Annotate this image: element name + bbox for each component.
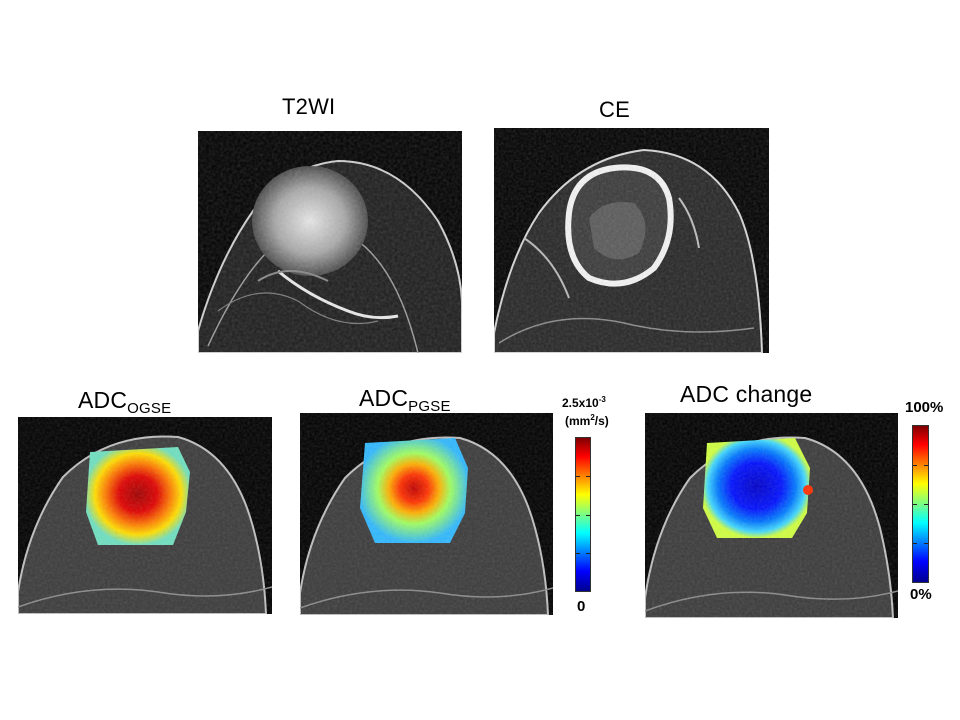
adc-ogse-title: ADCOGSE	[78, 387, 172, 417]
change-colorbar-min-label: 0%	[910, 586, 932, 603]
adc-change-map	[645, 413, 898, 618]
ce-title: CE	[599, 97, 630, 122]
t2wi-title: T2WI	[282, 94, 336, 119]
t2wi-image	[198, 131, 462, 353]
adc-colorbar-max-label: 2.5x10-3	[562, 395, 606, 410]
adc-colorbar-units: (mm2/s)	[565, 413, 609, 428]
adc-colorbar	[575, 437, 591, 592]
adc-ogse-map	[18, 417, 272, 614]
ce-image	[494, 128, 769, 353]
adc-pgse-map	[300, 413, 553, 615]
adc-pgse-title: ADCPGSE	[359, 385, 451, 415]
adc-change-title: ADC change	[680, 381, 813, 407]
change-colorbar	[912, 425, 929, 583]
change-colorbar-max-label: 100%	[905, 399, 944, 416]
adc-colorbar-min-label: 0	[577, 598, 586, 615]
